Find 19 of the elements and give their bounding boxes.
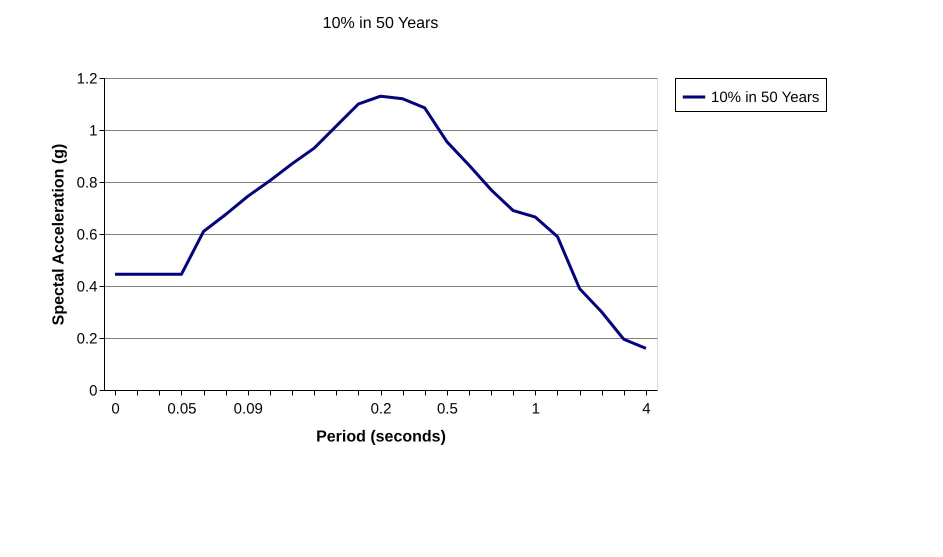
x-tick-label: 0.09 [234, 400, 263, 418]
x-tick-label: 0.05 [167, 400, 197, 418]
y-tick-label: 0.2 [76, 330, 98, 348]
x-tick-label: 0 [111, 400, 120, 418]
y-tick-label: 0.4 [76, 278, 98, 296]
y-tick-label: 0.8 [76, 174, 98, 192]
legend-label: 10% in 50 Years [711, 89, 820, 106]
x-tick-label: 4 [642, 400, 651, 418]
x-tick-label: 0.5 [436, 400, 458, 418]
x-tick-label: 1 [532, 400, 540, 418]
chart-title: 10% in 50 Years [322, 15, 438, 32]
x-tick-label: 0.2 [370, 400, 392, 418]
x-axis-title: Period (seconds) [316, 428, 446, 446]
y-tick-label: 0.6 [76, 226, 98, 244]
y-tick-label: 0 [89, 382, 98, 400]
y-axis-title: Spectal Acceleration (g) [50, 144, 68, 326]
y-tick-label: 1.2 [76, 70, 98, 88]
line-series [114, 94, 648, 350]
y-tick-label: 1 [89, 122, 98, 140]
